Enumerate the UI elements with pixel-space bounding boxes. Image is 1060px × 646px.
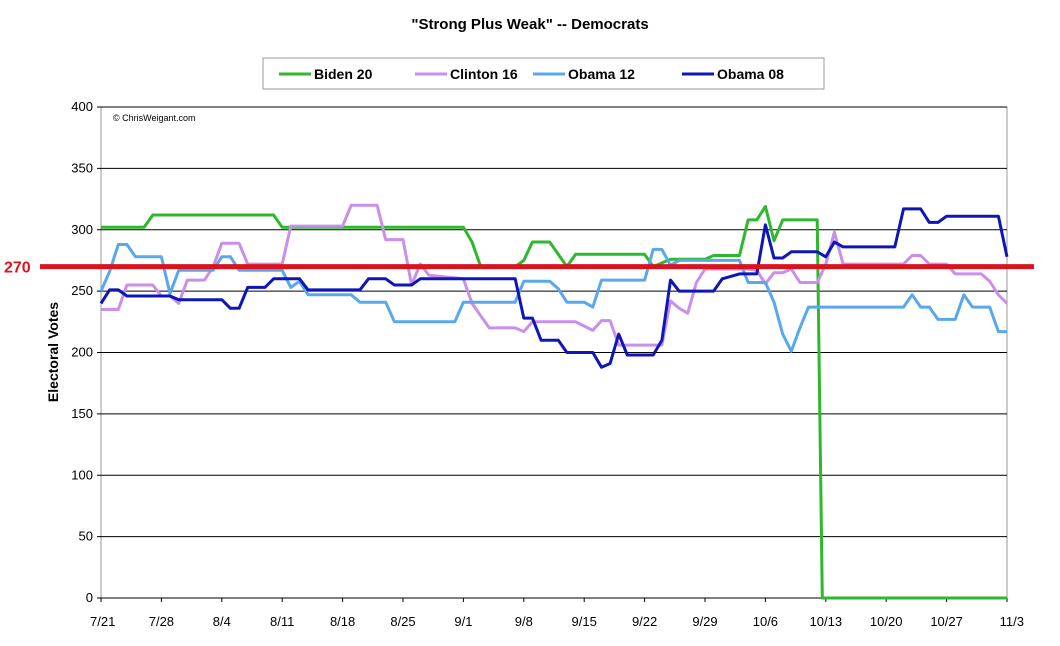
series-line-biden-20 <box>101 204 1007 600</box>
legend-label-obama-08: Obama 08 <box>717 66 784 82</box>
x-tick-label: 7/21 <box>90 614 115 629</box>
series-line-clinton-16 <box>101 203 1009 347</box>
series-line-obama-08 <box>99 207 1009 369</box>
legend-label-obama-12: Obama 12 <box>568 66 635 82</box>
x-tick-label: 9/1 <box>454 614 472 629</box>
y-tick-label: 250 <box>71 283 93 298</box>
x-tick-label: 10/20 <box>870 614 903 629</box>
legend-label-clinton-16: Clinton 16 <box>450 66 518 82</box>
x-tick-label: 10/6 <box>753 614 778 629</box>
series-line-obama-12 <box>99 243 1007 353</box>
x-tick-label: 8/18 <box>330 614 355 629</box>
x-tick-label: 7/28 <box>149 614 174 629</box>
y-axis: 0 50 100 150 200 250 300 350 400 <box>71 99 101 605</box>
y-tick-label: 0 <box>86 590 93 605</box>
chart-title: "Strong Plus Weak" -- Democrats <box>411 16 648 33</box>
legend-label-biden-20: Biden 20 <box>314 66 373 82</box>
x-tick-label: 8/4 <box>213 614 231 629</box>
y-tick-label: 400 <box>71 99 93 114</box>
y-tick-label: 100 <box>71 467 93 482</box>
legend: Biden 20 Clinton 16 Obama 12 Obama 08 <box>279 66 784 82</box>
x-tick-label: 11/3 <box>1000 614 1024 629</box>
y-tick-label: 350 <box>71 160 93 175</box>
x-tick-label: 9/22 <box>632 614 657 629</box>
reference-line-label: 270 <box>4 260 31 277</box>
x-tick-label: 8/11 <box>270 614 294 629</box>
x-tick-label: 8/25 <box>390 614 415 629</box>
x-tick-label: 10/13 <box>810 614 843 629</box>
credit-text: © ChrisWeigant.com <box>113 113 196 123</box>
x-tick-label: 9/29 <box>692 614 717 629</box>
series-layer <box>99 203 1009 600</box>
y-tick-label: 50 <box>79 529 93 544</box>
x-axis: 7/21 7/28 8/4 8/11 8/18 8/25 9/1 9/8 9/15 9/22 9/2… <box>90 598 1024 629</box>
y-tick-label: 200 <box>71 345 93 360</box>
y-tick-label: 150 <box>71 406 93 421</box>
y-tick-label: 300 <box>71 222 93 237</box>
y-axis-label: Electoral Votes <box>45 302 61 402</box>
x-tick-label: 9/8 <box>515 614 533 629</box>
x-tick-label: 10/27 <box>930 614 963 629</box>
x-tick-label: 9/15 <box>572 614 597 629</box>
